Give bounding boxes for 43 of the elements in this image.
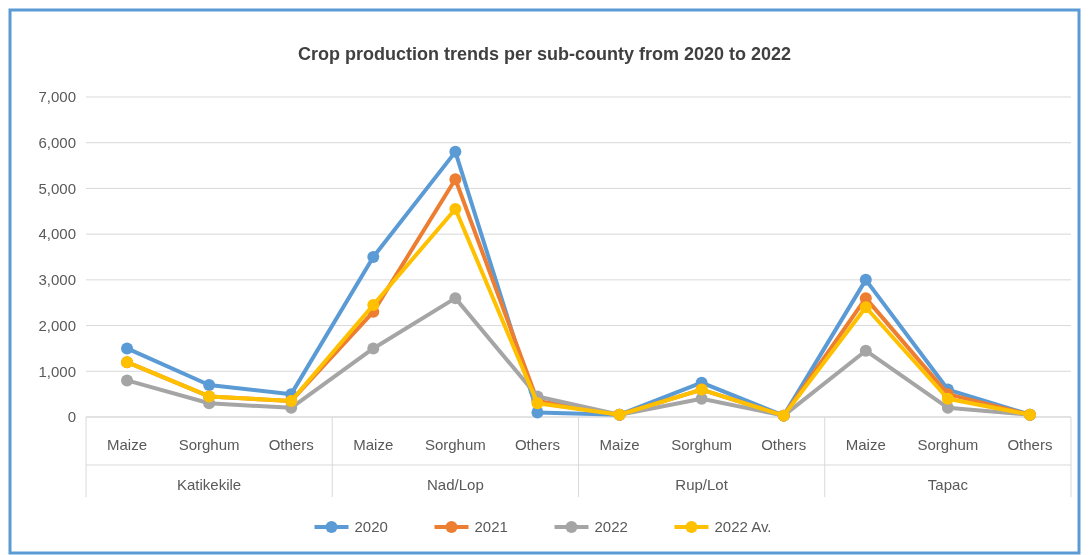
x-tick-label: Others (514, 436, 560, 453)
x-tick-label: Sorghum (424, 436, 486, 453)
point (449, 203, 462, 215)
point (367, 299, 380, 311)
point (367, 342, 380, 355)
point (859, 273, 872, 286)
point (941, 392, 954, 405)
text: Nad/Lop (427, 476, 484, 493)
point (203, 379, 216, 391)
text: Tapac (927, 476, 969, 493)
text: Rup/Lot (675, 476, 729, 493)
x-tick-label: Others (268, 436, 314, 453)
legend-label: 2020 (354, 518, 388, 536)
x-tick-label: Maize (107, 436, 148, 453)
y-tick-label: 6,000 (38, 133, 76, 151)
y-tick-label: 0 (67, 408, 76, 426)
x-tick-label: Maize (599, 436, 640, 453)
point (859, 301, 872, 314)
x-tick-label: Maize (353, 436, 394, 453)
x-tick-label: Sorghum (917, 436, 979, 453)
legend-label: 2021 (474, 518, 508, 536)
x-tick-label: Others (1007, 436, 1053, 453)
y-tick-label: 4,000 (38, 225, 76, 243)
y-tick-label: 1,000 (38, 362, 76, 380)
y-tick-label: 5,000 (38, 179, 76, 197)
point (449, 145, 462, 158)
point (449, 173, 462, 186)
legend-label: 2022 (594, 518, 628, 536)
y-tick-label: 7,000 (38, 88, 76, 106)
x-tick-label: Others (761, 436, 807, 453)
x-tick-label: Maize (845, 436, 886, 453)
point (859, 344, 872, 357)
y-tick-label: 3,000 (38, 271, 76, 289)
point (449, 292, 462, 305)
text: Katikekile (177, 476, 242, 493)
point (121, 374, 134, 387)
x-tick-label: Sorghum (178, 436, 240, 453)
chart-title: Crop production trends per sub-county from 2020 to 2022 (297, 44, 792, 64)
point (367, 251, 380, 263)
x-tick-label: Sorghum (671, 436, 733, 453)
point (121, 342, 134, 355)
y-tick-label: 2,000 (38, 316, 76, 334)
legend-label: 2022 Av. (714, 518, 772, 536)
